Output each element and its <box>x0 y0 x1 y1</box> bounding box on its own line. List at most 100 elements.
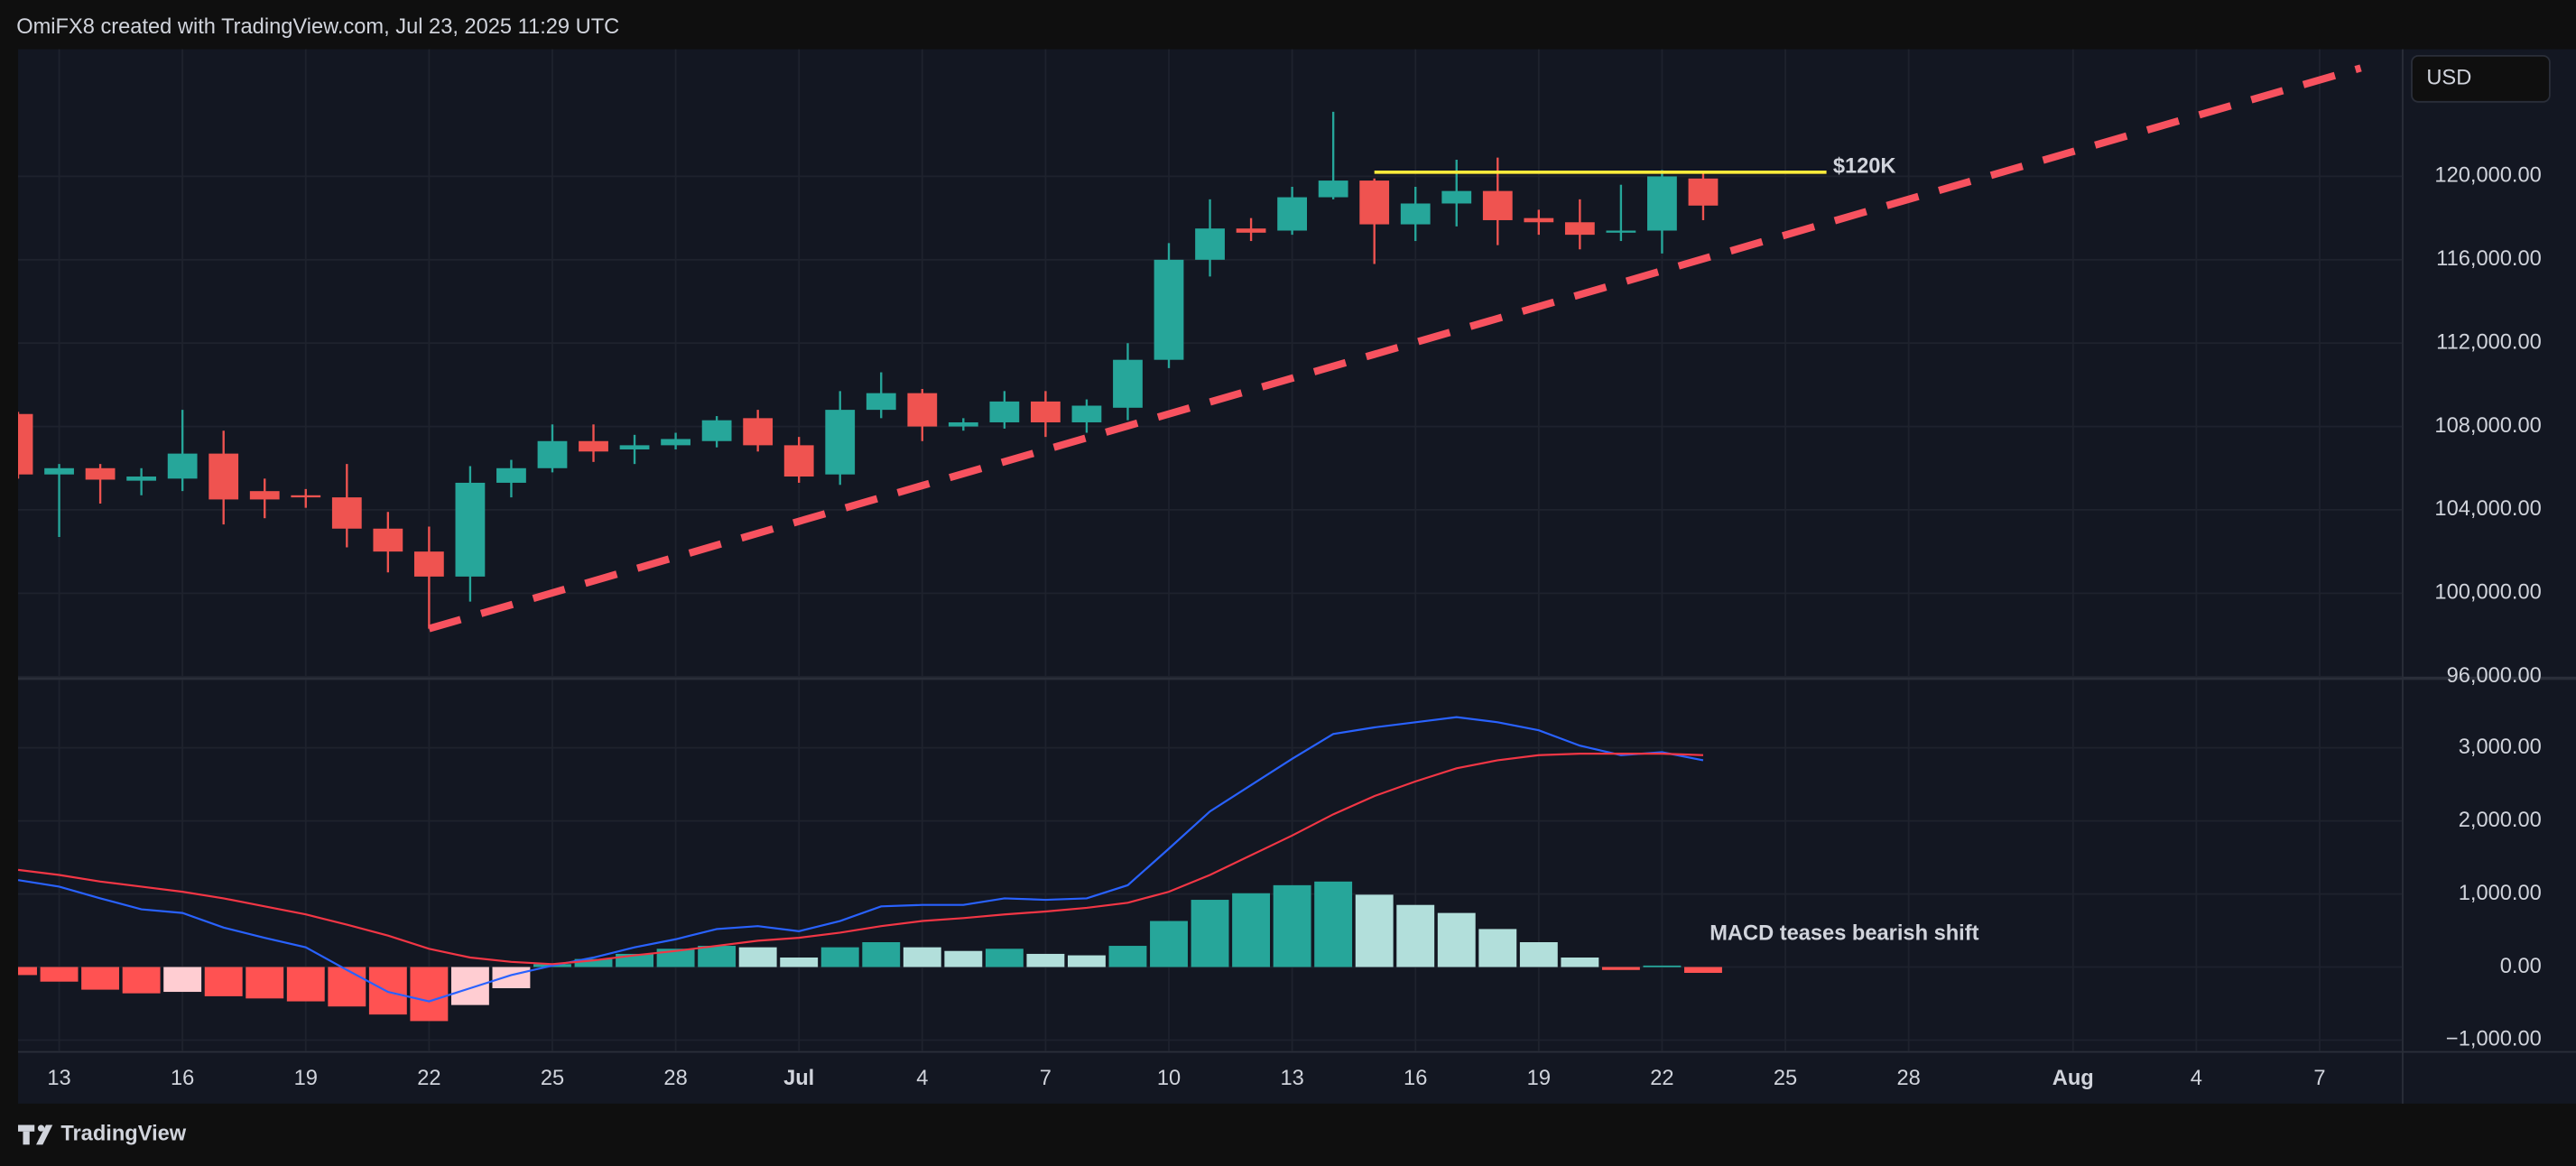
logo-shape <box>18 1124 35 1132</box>
logo-shape <box>37 1124 45 1132</box>
candle-body <box>249 491 280 500</box>
candle-body <box>455 482 486 577</box>
y-tick-label: −1,000.00 <box>2446 1028 2542 1051</box>
candle-body <box>866 393 896 411</box>
histogram-bar <box>1601 967 1640 970</box>
currency-box[interactable] <box>2411 54 2551 103</box>
x-tick-label: 13 <box>47 1067 70 1090</box>
y-tick-label: 0.00 <box>2500 955 2542 978</box>
x-tick-label: 4 <box>2191 1067 2202 1090</box>
y-tick-label: 112,000.00 <box>2436 330 2542 354</box>
x-tick-label: Jul <box>783 1067 814 1090</box>
histogram-bar <box>1273 884 1311 967</box>
candle-body <box>1113 359 1143 408</box>
y-tick-label: 3,000.00 <box>2459 736 2542 759</box>
histogram-bar <box>163 967 202 993</box>
histogram-bar <box>574 958 613 967</box>
candle-body <box>619 445 650 449</box>
resistance-label: $120K <box>1833 155 1896 179</box>
candle-body <box>1606 230 1636 233</box>
histogram-bar <box>738 947 777 967</box>
candle-body <box>1564 222 1595 236</box>
histogram-bar <box>1232 893 1271 967</box>
candle-body <box>1359 180 1390 225</box>
logo-shape <box>36 1124 53 1145</box>
macd-line <box>18 716 1704 1003</box>
x-tick-label: 19 <box>294 1067 318 1090</box>
candle-body <box>1524 217 1554 223</box>
candle-body <box>18 413 33 475</box>
candle-body <box>743 418 774 446</box>
x-tick-label: 28 <box>1896 1067 1920 1090</box>
histogram-bar <box>328 967 366 1007</box>
x-tick-label: 25 <box>541 1067 564 1090</box>
candle-body <box>1400 203 1431 225</box>
candle-body <box>1647 176 1677 231</box>
candle-body <box>331 497 362 529</box>
histogram-bar <box>862 941 901 967</box>
price-pane: $120K <box>18 64 2362 633</box>
candle-body <box>783 445 814 477</box>
candle-body <box>989 401 1020 422</box>
histogram-bar <box>492 967 531 988</box>
x-tick-label: 19 <box>1527 1067 1551 1090</box>
footer-text: TradingView <box>60 1123 186 1146</box>
x-tick-label: 16 <box>171 1067 194 1090</box>
y-tick-label: 120,000.00 <box>2434 164 2541 188</box>
histogram-bar <box>903 947 941 967</box>
y-tick-label: 116,000.00 <box>2436 247 2542 271</box>
histogram-bar <box>1067 955 1106 967</box>
price-grid <box>18 49 2403 678</box>
candle-body <box>1318 180 1348 198</box>
x-tick-label: 25 <box>1774 1067 1797 1090</box>
histogram-bar <box>1478 929 1517 967</box>
histogram-bar <box>1026 953 1065 967</box>
histogram-bar <box>204 967 243 996</box>
x-tick-label: 28 <box>663 1067 687 1090</box>
macd-line <box>18 753 1704 966</box>
macd-pane: MACD teases bearish shift <box>18 716 1979 1022</box>
histogram-bar <box>1150 921 1188 967</box>
x-tick-label: 22 <box>1650 1067 1673 1090</box>
footer-logo <box>18 1124 53 1145</box>
histogram-bar <box>1561 957 1599 967</box>
x-tick-label: 7 <box>1040 1067 1052 1090</box>
histogram-bar <box>1437 912 1476 967</box>
currency-label[interactable]: USD <box>2426 67 2471 90</box>
candle-body <box>579 440 608 452</box>
histogram-bar <box>820 947 859 967</box>
candle-body <box>537 440 568 468</box>
x-tick-label: 7 <box>2313 1067 2325 1090</box>
histogram-bar <box>1314 881 1353 967</box>
histogram-bar <box>1108 946 1147 967</box>
candle-body <box>1154 259 1184 360</box>
histogram-bar <box>122 967 161 994</box>
x-tick-label: 16 <box>1404 1067 1427 1090</box>
histogram-bar <box>944 950 983 967</box>
candle-body <box>44 467 74 475</box>
candle-body <box>85 467 116 480</box>
trendline <box>428 64 2362 633</box>
candle-body <box>661 439 690 446</box>
candle-body <box>1031 401 1061 422</box>
candle-body <box>167 453 198 479</box>
candle-body <box>373 528 403 552</box>
histogram-bar <box>985 949 1024 967</box>
y-tick-label: 104,000.00 <box>2434 497 2541 521</box>
histogram-bar <box>1191 900 1229 967</box>
candle-body <box>1236 228 1266 233</box>
x-tick-label: 13 <box>1280 1067 1303 1090</box>
logo-shape <box>23 1131 30 1145</box>
candle-body <box>907 393 938 427</box>
candle-body <box>1482 190 1513 220</box>
histogram-bar <box>1396 904 1435 967</box>
y-tick-label: 108,000.00 <box>2434 414 2541 438</box>
histogram-bar <box>780 957 819 967</box>
candle-body <box>126 477 157 481</box>
x-tick-label: 10 <box>1157 1067 1181 1090</box>
y-tick-label: 100,000.00 <box>2434 581 2541 605</box>
y-tick-label: 96,000.00 <box>2447 664 2542 688</box>
y-tick-label: 1,000.00 <box>2459 882 2542 905</box>
candle-body <box>496 467 526 483</box>
candle-body <box>1195 228 1225 260</box>
